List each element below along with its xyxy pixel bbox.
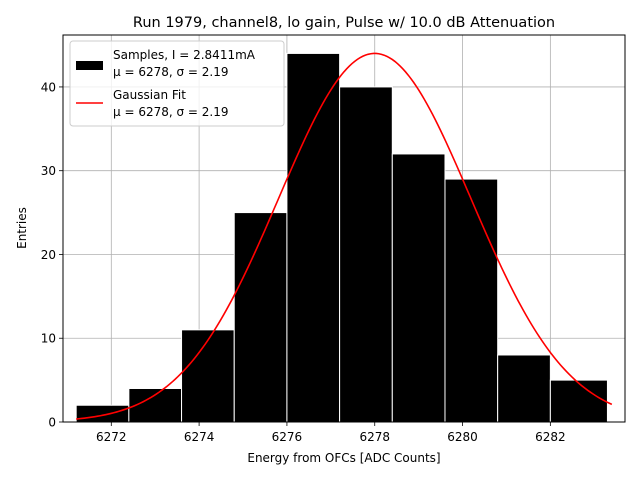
legend-samples-label: Samples, I = 2.8411mA <box>113 48 256 62</box>
plot-frame <box>62 34 626 423</box>
histogram-bar <box>75 404 130 423</box>
legend-fit-label: Gaussian Fit <box>113 88 186 102</box>
chart-title: Run 1979, channel8, lo gain, Pulse w/ 10… <box>133 15 555 31</box>
x-tick-label: 6278 <box>359 430 390 444</box>
x-tick-label: 6276 <box>272 430 303 444</box>
legend-samples-stats: μ = 6278, σ = 2.19 <box>113 65 229 79</box>
y-axis-ticks: 0 10 20 30 40 <box>41 80 63 430</box>
x-tick-label: 6274 <box>184 430 215 444</box>
y-tick-label: 40 <box>41 80 56 94</box>
y-tick-label: 30 <box>41 164 56 178</box>
histogram-bar <box>549 379 608 423</box>
y-tick-label: 20 <box>41 248 56 262</box>
legend-samples-swatch <box>76 61 103 70</box>
y-tick-label: 10 <box>41 332 56 346</box>
y-tick-label: 0 <box>48 416 56 430</box>
y-axis-label: Entries <box>15 207 29 249</box>
histogram-bars <box>75 52 608 423</box>
x-tick-label: 6272 <box>96 430 127 444</box>
x-axis-ticks: 6272 6274 6276 6278 6280 6282 <box>96 422 566 444</box>
histogram-bar <box>391 153 446 423</box>
x-tick-label: 6282 <box>535 430 566 444</box>
gaussian-fit-line <box>76 52 613 420</box>
histogram-bar <box>181 329 235 423</box>
histogram-bar <box>339 86 393 423</box>
histogram-bar <box>444 178 499 423</box>
histogram-bar <box>497 354 551 423</box>
legend-fit-stats: μ = 6278, σ = 2.19 <box>113 105 229 119</box>
histogram-bar <box>286 52 341 423</box>
histogram-bar <box>233 212 288 423</box>
x-axis-label: Energy from OFCs [ADC Counts] <box>247 451 440 465</box>
legend-box <box>69 40 285 127</box>
x-tick-label: 6280 <box>447 430 478 444</box>
legend: Samples, I = 2.8411mA μ = 6278, σ = 2.19… <box>69 40 285 127</box>
